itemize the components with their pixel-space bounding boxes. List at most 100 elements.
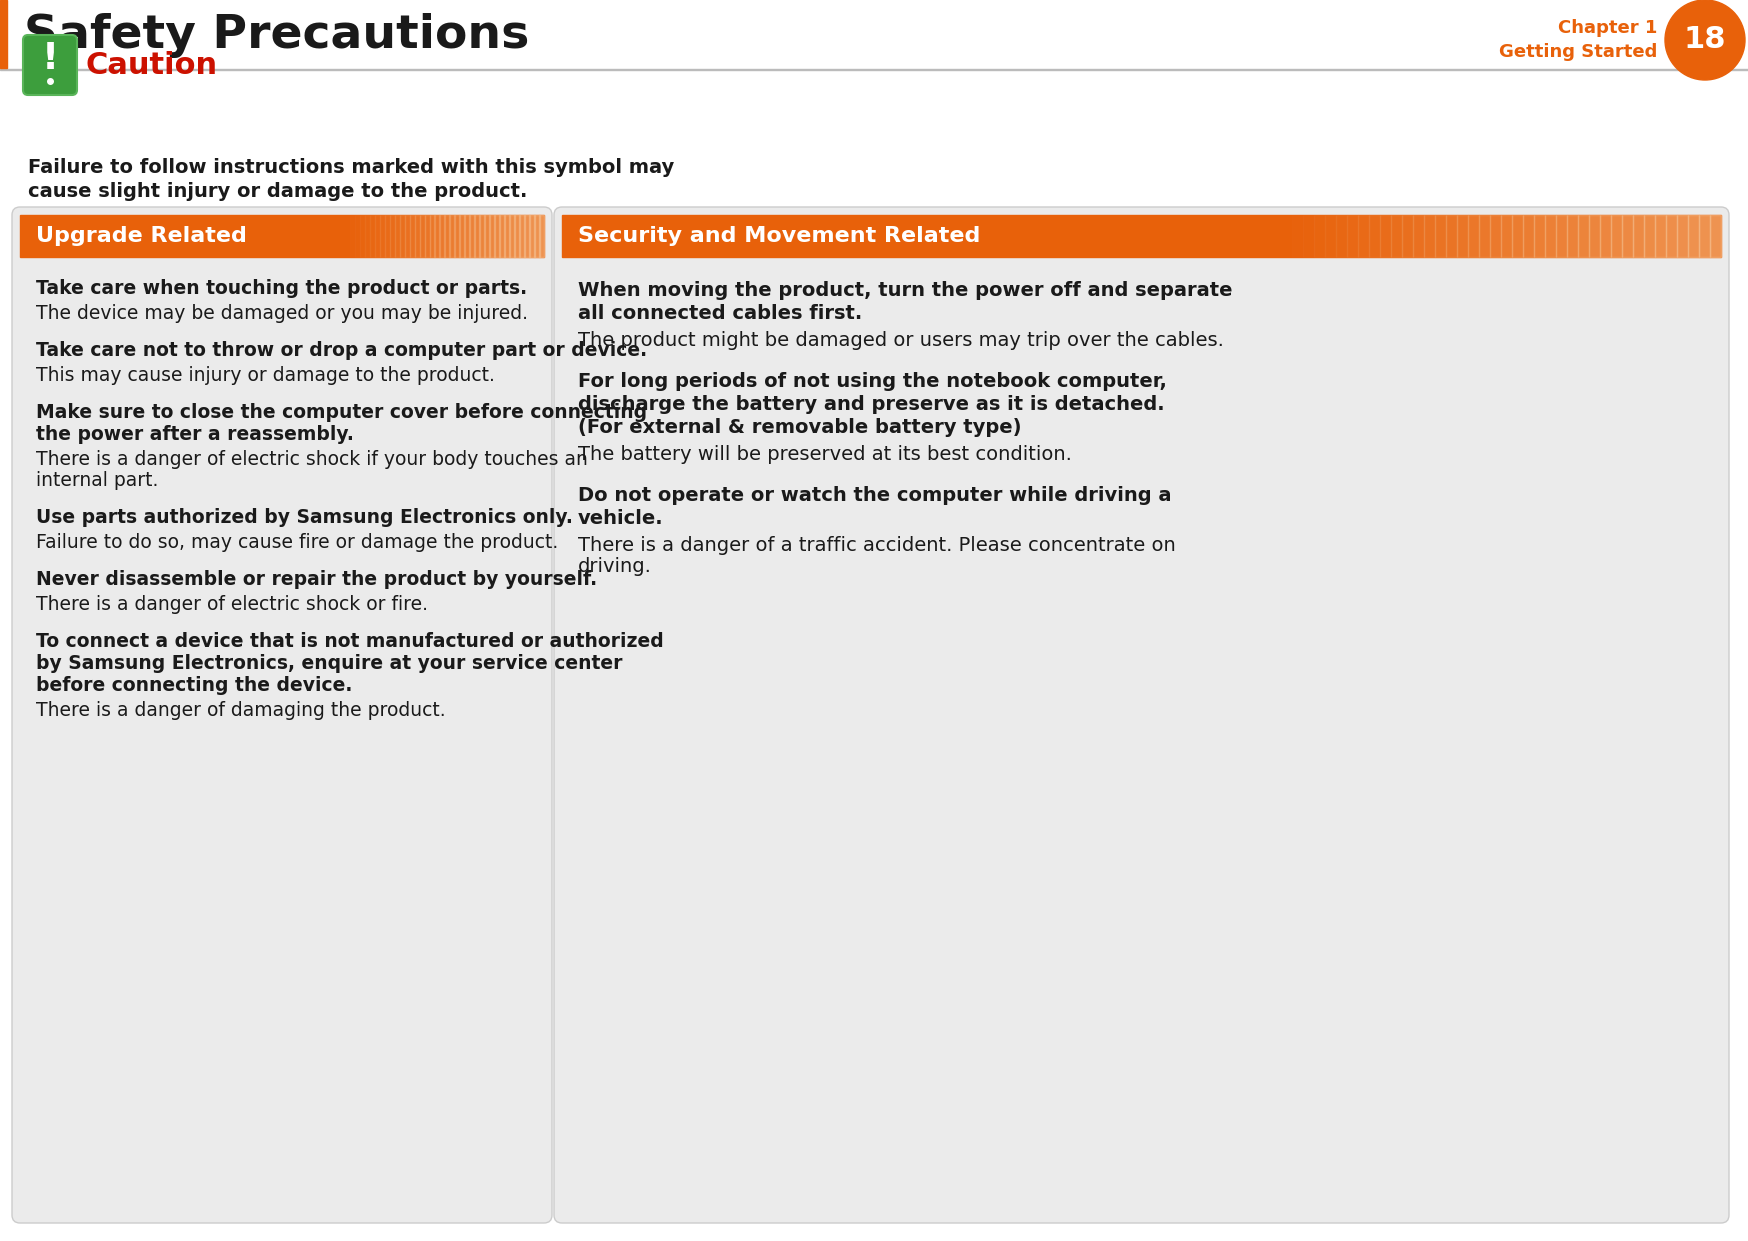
Bar xyxy=(355,215,360,257)
Bar xyxy=(395,215,400,257)
Bar xyxy=(414,215,420,257)
Bar xyxy=(1477,215,1489,257)
Bar xyxy=(19,215,544,257)
Bar xyxy=(1687,215,1699,257)
Text: The device may be damaged or you may be injured.: The device may be damaged or you may be … xyxy=(37,304,528,323)
Text: cause slight injury or damage to the product.: cause slight injury or damage to the pro… xyxy=(28,182,528,201)
Bar xyxy=(528,215,535,257)
Text: 18: 18 xyxy=(1683,26,1725,55)
Bar xyxy=(1423,215,1435,257)
Bar xyxy=(1412,215,1423,257)
Bar xyxy=(524,215,530,257)
Bar xyxy=(1510,215,1523,257)
Bar xyxy=(474,215,479,257)
Text: There is a danger of electric shock or fire.: There is a danger of electric shock or f… xyxy=(37,594,428,614)
Bar xyxy=(1290,215,1302,257)
Text: When moving the product, turn the power off and separate: When moving the product, turn the power … xyxy=(577,280,1232,300)
Bar xyxy=(489,215,495,257)
Bar xyxy=(344,215,350,257)
Bar xyxy=(350,215,355,257)
Bar xyxy=(1433,215,1446,257)
Text: Take care not to throw or drop a computer part or device.: Take care not to throw or drop a compute… xyxy=(37,341,647,360)
Bar xyxy=(434,215,440,257)
Bar xyxy=(468,215,474,257)
Bar xyxy=(1280,215,1292,257)
Bar xyxy=(479,215,484,257)
Bar xyxy=(1335,215,1346,257)
FancyBboxPatch shape xyxy=(12,207,552,1222)
Bar xyxy=(463,215,470,257)
Text: The product might be damaged or users may trip over the cables.: The product might be damaged or users ma… xyxy=(577,331,1224,350)
Bar xyxy=(561,215,1720,257)
Bar xyxy=(533,215,538,257)
Bar xyxy=(1400,215,1412,257)
Text: before connecting the device.: before connecting the device. xyxy=(37,676,351,695)
Text: vehicle.: vehicle. xyxy=(577,509,662,527)
Bar xyxy=(1379,215,1390,257)
Text: Failure to follow instructions marked with this symbol may: Failure to follow instructions marked wi… xyxy=(28,158,675,177)
Bar xyxy=(449,215,454,257)
Text: Take care when touching the product or parts.: Take care when touching the product or p… xyxy=(37,279,526,298)
Bar xyxy=(1676,215,1687,257)
Bar xyxy=(514,215,519,257)
Bar xyxy=(0,68,1748,69)
Bar xyxy=(1556,215,1566,257)
Bar xyxy=(1697,215,1710,257)
Text: internal part.: internal part. xyxy=(37,472,159,490)
Bar xyxy=(1489,215,1500,257)
Bar xyxy=(425,215,430,257)
Bar xyxy=(430,215,435,257)
Bar xyxy=(519,215,524,257)
Text: For long periods of not using the notebook computer,: For long periods of not using the notebo… xyxy=(577,372,1166,391)
Text: There is a danger of damaging the product.: There is a danger of damaging the produc… xyxy=(37,701,446,720)
Bar xyxy=(1710,215,1720,257)
Text: There is a danger of electric shock if your body touches an: There is a danger of electric shock if y… xyxy=(37,450,587,469)
Bar xyxy=(1610,215,1622,257)
Text: by Samsung Electronics, enquire at your service center: by Samsung Electronics, enquire at your … xyxy=(37,654,622,673)
Text: Do not operate or watch the computer while driving a: Do not operate or watch the computer whi… xyxy=(577,486,1171,505)
Text: The battery will be preserved at its best condition.: The battery will be preserved at its bes… xyxy=(577,446,1072,464)
Bar xyxy=(1456,215,1467,257)
Bar xyxy=(1323,215,1335,257)
Bar xyxy=(409,215,414,257)
Bar xyxy=(0,0,7,68)
Bar xyxy=(390,215,395,257)
Bar xyxy=(1587,215,1599,257)
Bar xyxy=(1577,215,1589,257)
Text: Failure to do so, may cause fire or damage the product.: Failure to do so, may cause fire or dama… xyxy=(37,532,558,552)
Bar xyxy=(1633,215,1643,257)
Bar xyxy=(484,215,489,257)
Text: driving.: driving. xyxy=(577,557,652,576)
FancyBboxPatch shape xyxy=(554,207,1729,1222)
Bar xyxy=(1302,215,1313,257)
Bar xyxy=(454,215,460,257)
Bar xyxy=(1620,215,1633,257)
Text: the power after a reassembly.: the power after a reassembly. xyxy=(37,424,353,444)
Text: discharge the battery and preserve as it is detached.: discharge the battery and preserve as it… xyxy=(577,395,1164,414)
Bar xyxy=(509,215,514,257)
Bar xyxy=(1446,215,1456,257)
Bar xyxy=(369,215,376,257)
Text: Make sure to close the computer cover before connecting: Make sure to close the computer cover be… xyxy=(37,403,647,422)
Bar xyxy=(538,215,544,257)
Bar xyxy=(360,215,365,257)
Bar xyxy=(374,215,379,257)
Text: all connected cables first.: all connected cables first. xyxy=(577,304,862,323)
Text: Security and Movement Related: Security and Movement Related xyxy=(577,226,981,246)
Text: Getting Started: Getting Started xyxy=(1498,43,1655,61)
Circle shape xyxy=(1664,0,1745,79)
Bar xyxy=(1356,215,1369,257)
Text: Upgrade Related: Upgrade Related xyxy=(37,226,246,246)
Text: Never disassemble or repair the product by yourself.: Never disassemble or repair the product … xyxy=(37,570,596,589)
Bar xyxy=(439,215,444,257)
Bar xyxy=(1666,215,1676,257)
Bar xyxy=(1654,215,1666,257)
Bar xyxy=(1533,215,1545,257)
Bar xyxy=(460,215,465,257)
Bar xyxy=(379,215,385,257)
Bar xyxy=(1599,215,1610,257)
Bar xyxy=(1369,215,1379,257)
Bar xyxy=(420,215,425,257)
Text: To connect a device that is not manufactured or authorized: To connect a device that is not manufact… xyxy=(37,632,664,652)
Bar xyxy=(444,215,449,257)
